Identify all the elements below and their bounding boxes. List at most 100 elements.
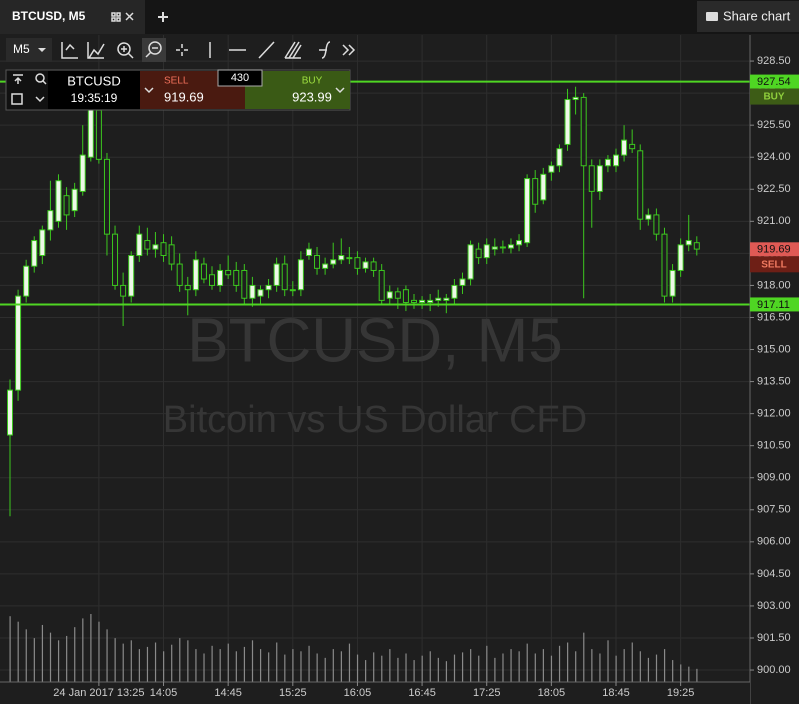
tab[interactable] xyxy=(0,0,145,34)
candle-body xyxy=(548,165,555,173)
y-tick-label: 903.00 xyxy=(757,600,791,612)
price-tag-label: 919.69 xyxy=(757,244,791,256)
price-tag-side xyxy=(750,256,799,273)
add-tab[interactable] xyxy=(158,12,168,22)
y-tick-label: 913.50 xyxy=(757,375,791,387)
time-axis xyxy=(0,682,750,704)
tab-title: BTCUSD, M5 xyxy=(12,9,86,23)
volume-bar xyxy=(203,653,205,682)
y-tick-label: 925.50 xyxy=(757,119,791,131)
volume-bar xyxy=(639,651,641,682)
candle-body xyxy=(305,248,312,257)
volume-bar xyxy=(41,624,44,682)
y-tick-label: 918.00 xyxy=(757,279,791,291)
volume-bar xyxy=(518,651,520,682)
candle-body xyxy=(47,210,54,231)
x-tick-label: 18:05 xyxy=(538,687,566,699)
interval-select[interactable] xyxy=(6,38,52,62)
tab-icons[interactable] xyxy=(111,12,134,22)
volume-bar xyxy=(453,654,456,682)
volume-bar xyxy=(146,646,149,682)
price-tag xyxy=(750,297,799,312)
candle-body xyxy=(176,263,183,286)
candle-body xyxy=(572,96,579,101)
candle-body xyxy=(128,255,135,297)
volume-bar xyxy=(235,651,237,682)
volume-bar xyxy=(98,621,100,682)
x-tick-label: 18:45 xyxy=(602,687,630,699)
volume-bar xyxy=(49,632,52,682)
quote-time: 19:35:19 xyxy=(71,91,118,105)
volume-bar xyxy=(25,629,27,682)
candle-body xyxy=(273,263,280,286)
y-tick-label: 922.50 xyxy=(757,183,791,195)
candle-body xyxy=(524,178,531,244)
volume-bar xyxy=(33,638,35,682)
candle-body xyxy=(653,214,660,235)
volume-bar xyxy=(348,643,351,682)
candle-body xyxy=(661,233,668,297)
volume-bar xyxy=(413,660,415,682)
candle-body xyxy=(103,158,110,235)
candle-body xyxy=(338,255,345,261)
volume-bar xyxy=(106,629,108,682)
candle-body xyxy=(314,255,321,269)
toolbar-icons[interactable] xyxy=(61,38,356,62)
candle-body xyxy=(225,269,232,276)
volume-bar xyxy=(316,653,318,682)
candle-body xyxy=(257,289,264,297)
volume-bar xyxy=(688,666,690,682)
volume-bar xyxy=(251,640,254,682)
camera-icon xyxy=(706,12,718,21)
candle-body xyxy=(402,289,409,304)
candle-body xyxy=(265,284,272,291)
y-tick-label: 910.50 xyxy=(757,440,791,452)
candle-body xyxy=(241,269,248,299)
volume-bar xyxy=(82,618,84,682)
volume-bar xyxy=(332,649,334,682)
volume-bar xyxy=(599,653,601,682)
candle-body xyxy=(596,165,603,192)
caret xyxy=(38,48,46,52)
volume-bar xyxy=(405,653,407,682)
candle-body xyxy=(475,248,482,259)
share-label: Share chart xyxy=(723,8,791,23)
volume-bar xyxy=(445,661,448,682)
y-tick-label: 915.00 xyxy=(757,343,791,355)
candle-body xyxy=(144,240,151,250)
candle-body xyxy=(604,158,611,167)
volume-bar xyxy=(631,642,633,682)
volume-bar xyxy=(502,653,504,682)
price-tag-side-label: BUY xyxy=(763,92,784,103)
candle-body xyxy=(370,261,377,271)
candle-body xyxy=(289,289,296,292)
candle-body xyxy=(95,109,102,160)
candle-body xyxy=(564,99,571,145)
spread: 430 xyxy=(231,72,249,84)
candle-body xyxy=(435,297,442,301)
candle-body xyxy=(281,263,288,291)
volume-bar xyxy=(292,649,294,682)
candle-body xyxy=(354,257,361,269)
sell-label: SELL xyxy=(164,76,189,87)
candle-body xyxy=(330,259,337,265)
volume-bar xyxy=(57,640,60,682)
candle-body xyxy=(621,139,628,156)
candle-body xyxy=(15,295,22,391)
volume-bar xyxy=(437,657,439,682)
volume-bar xyxy=(227,643,229,682)
candle-body xyxy=(297,259,304,291)
volume-bar xyxy=(365,660,367,682)
candle-body xyxy=(217,269,224,286)
x-tick-label: 16:05 xyxy=(344,687,372,699)
volume-bar xyxy=(340,651,342,682)
quote-icons[interactable] xyxy=(11,73,47,105)
candle-body xyxy=(386,291,393,299)
sell-caret xyxy=(144,87,154,94)
candle-body xyxy=(685,240,692,246)
volume-bar xyxy=(397,657,399,682)
volume-bar xyxy=(66,635,68,682)
volume-bar xyxy=(567,642,569,682)
